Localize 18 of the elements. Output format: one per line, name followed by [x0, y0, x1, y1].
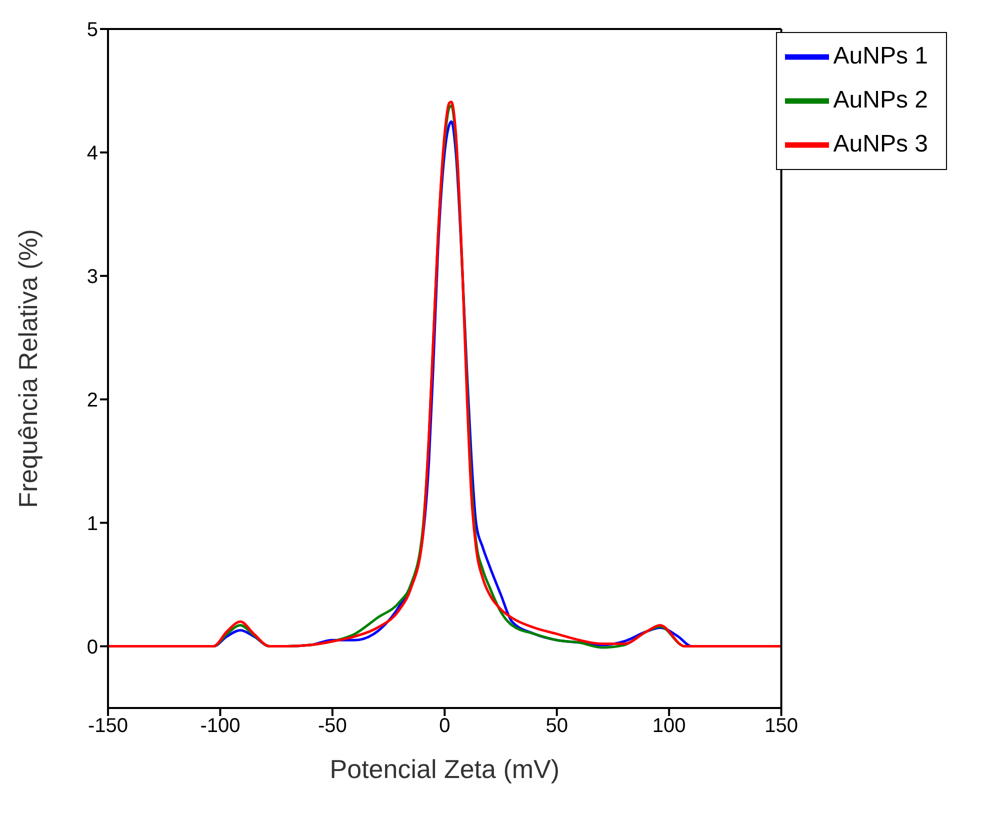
y-tick-label: 0	[86, 636, 98, 658]
x-axis-title: Potencial Zeta (mV)	[330, 754, 560, 784]
y-tick-label: 4	[86, 142, 98, 165]
legend-label: AuNPs 3	[833, 130, 928, 158]
x-tick-label: 50	[546, 715, 568, 738]
x-tick-label: 0	[439, 715, 450, 738]
x-tick-label: -150	[88, 715, 128, 738]
x-tick-label: 100	[652, 715, 686, 738]
y-tick-label: 3	[86, 266, 98, 288]
y-tick-label: 1	[86, 512, 98, 535]
y-tick-label: 2	[86, 389, 98, 412]
x-tick-label: 150	[764, 715, 798, 738]
x-tick-label: -50	[318, 715, 347, 738]
legend-label: AuNPs 2	[833, 86, 928, 114]
x-tick-label: -100	[200, 715, 240, 738]
y-axis-title: Frequência Relativa (%)	[13, 229, 44, 508]
legend-label: AuNPs 1	[833, 42, 928, 70]
y-tick-label: 5	[86, 19, 98, 42]
